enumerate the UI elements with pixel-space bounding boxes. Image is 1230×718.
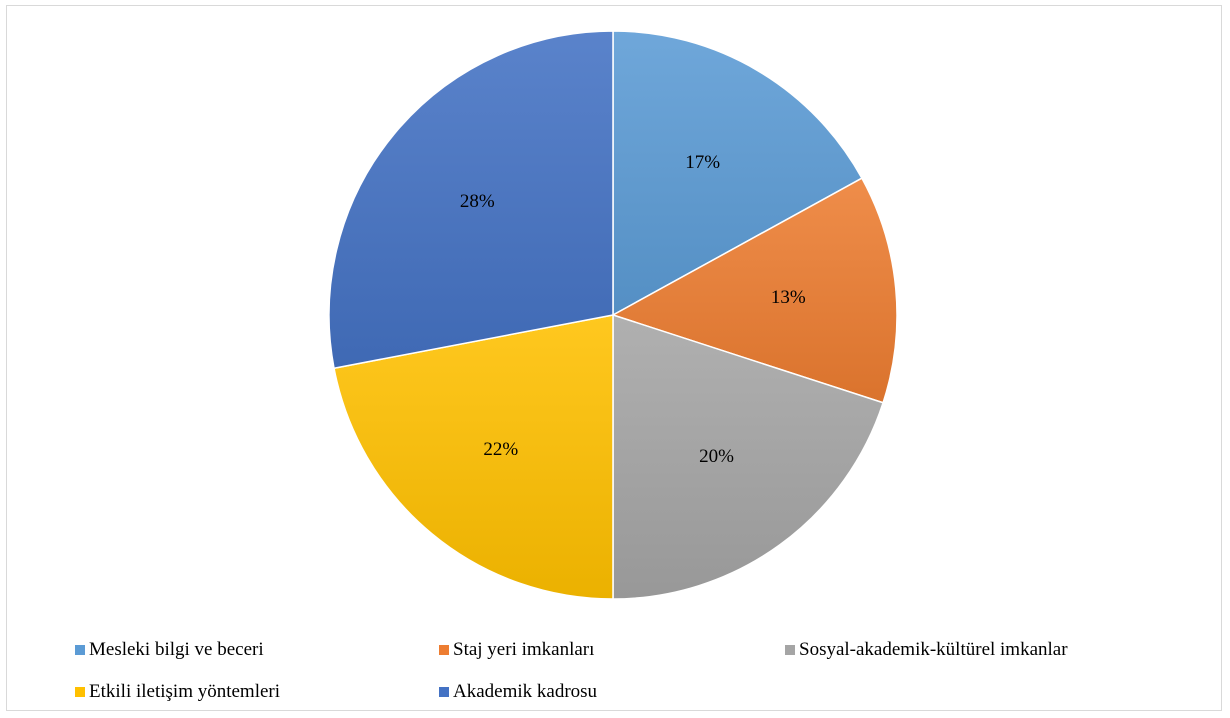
legend-swatch-4 [439, 687, 449, 697]
legend-item-4: Akademik kadrosu [439, 681, 597, 703]
pie-slice-1 [611, 177, 898, 404]
pie-slice-4 [328, 30, 614, 370]
legend-swatch-2 [785, 645, 795, 655]
legend-item-2: Sosyal-akademik-kültürel imkanlar [785, 639, 1068, 661]
pie-slices [328, 30, 898, 600]
chart-area: 17% 13% 20% 22% 28% Mesleki bilgi ve beceri … [6, 5, 1222, 711]
legend-label-2: Sosyal-akademik-kültürel imkanlar [799, 639, 1068, 660]
legend-label-1: Staj yeri imkanları [453, 639, 595, 660]
legend-label-4: Akademik kadrosu [453, 681, 598, 702]
pie-slice-3 [333, 314, 614, 600]
data-label-4: 28% [460, 191, 495, 212]
legend-swatch-1 [439, 645, 449, 655]
legend-swatch-0 [75, 645, 85, 655]
legend-swatch-3 [75, 687, 85, 697]
legend-item-3: Etkili iletişim yöntemleri [75, 681, 280, 703]
legend-item-0: Mesleki bilgi ve beceri [75, 639, 264, 661]
legend-label-3: Etkili iletişim yöntemleri [89, 681, 281, 702]
legend: Mesleki bilgi ve beceri Staj yeri imkanl… [75, 639, 1195, 709]
data-label-2: 20% [699, 446, 734, 467]
data-label-1: 13% [771, 287, 806, 308]
data-label-0: 17% [685, 152, 720, 173]
pie-slice-0 [612, 30, 863, 317]
pie-data-labels: 17% 13% 20% 22% 28% [460, 152, 806, 467]
legend-item-1: Staj yeri imkanları [439, 639, 594, 661]
legend-label-0: Mesleki bilgi ve beceri [89, 639, 264, 660]
data-label-3: 22% [483, 439, 518, 460]
pie-slice-2 [612, 313, 885, 600]
pie-chart: 17% 13% 20% 22% 28% [328, 30, 898, 600]
